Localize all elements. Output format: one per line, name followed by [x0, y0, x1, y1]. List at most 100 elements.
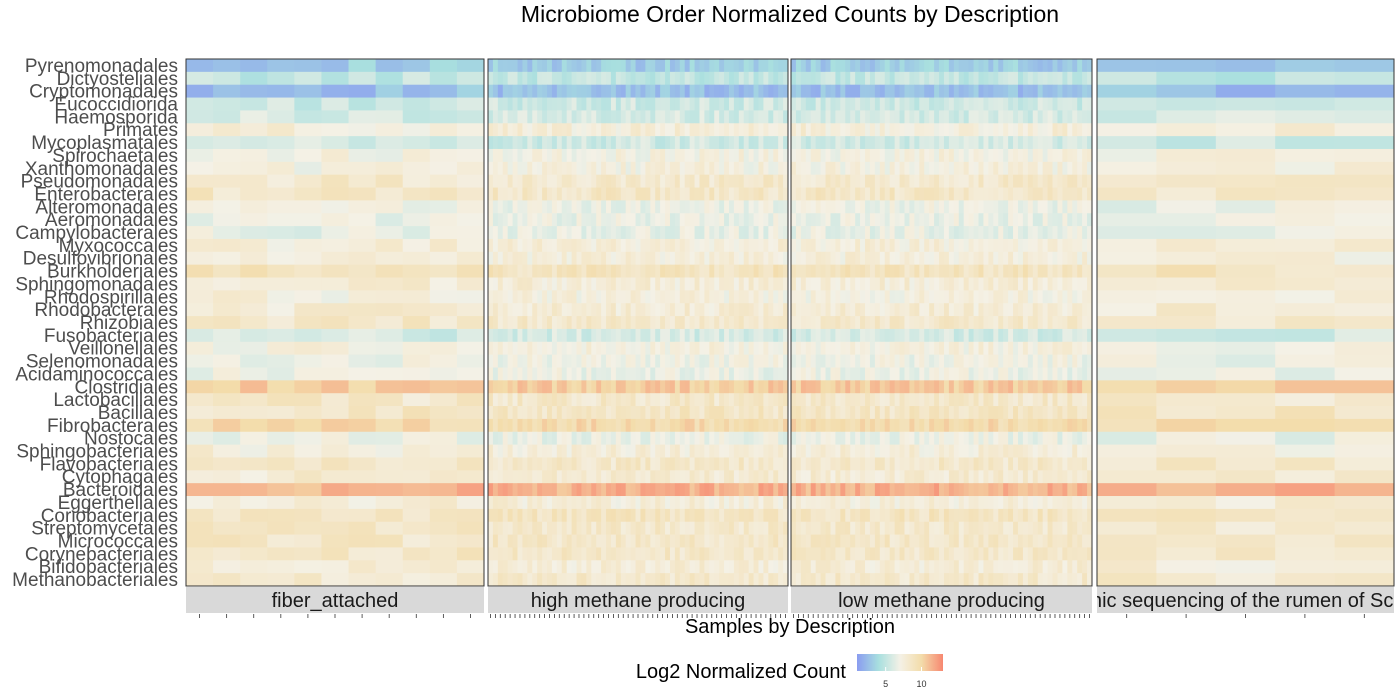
heatmap-cell [874, 277, 881, 291]
heatmap-cell [551, 470, 558, 484]
heatmap-cell [978, 84, 984, 98]
heatmap-cell [728, 161, 735, 176]
heatmap-cell [561, 148, 568, 163]
heatmap-cell [669, 534, 676, 548]
heatmap-cell [694, 418, 700, 433]
heatmap-cell [267, 521, 295, 535]
heatmap-cell [825, 200, 831, 214]
heatmap-cell [825, 328, 831, 343]
heatmap-cell [699, 316, 705, 330]
heatmap-cell [943, 444, 950, 458]
heatmap-cell [1032, 97, 1039, 111]
heatmap-cell [601, 316, 607, 330]
heatmap-cell [267, 303, 295, 317]
heatmap-cell [850, 59, 856, 73]
heatmap-cell [791, 393, 797, 407]
heatmap-cell [865, 251, 871, 266]
heatmap-cell [1067, 174, 1073, 188]
heatmap-cell [953, 418, 960, 433]
heatmap-cell [1077, 393, 1083, 407]
heatmap-cell [753, 496, 759, 510]
heatmap-cell [1052, 354, 1058, 368]
heatmap-cell [576, 213, 582, 227]
heatmap-cell [733, 444, 740, 458]
heatmap-cell [909, 213, 915, 227]
heatmap-cell [758, 161, 764, 176]
heatmap-cell [601, 136, 607, 150]
heatmap-cell [1047, 136, 1053, 150]
heatmap-cell [733, 328, 740, 343]
heatmap-cell [993, 264, 999, 278]
heatmap-cell [815, 161, 821, 176]
heatmap-cell [914, 470, 920, 484]
heatmap-cell [674, 393, 681, 407]
heatmap-cell [571, 328, 577, 343]
heatmap-cell [874, 136, 881, 150]
heatmap-cell [988, 457, 994, 471]
heatmap-cell [919, 303, 925, 317]
heatmap-cell [835, 123, 841, 137]
heatmap-cell [502, 303, 509, 317]
heatmap-cell [830, 226, 836, 240]
heatmap-cell [694, 226, 700, 240]
heatmap-cell [606, 174, 612, 188]
heatmap-cell [586, 71, 592, 86]
heatmap-cell [1013, 470, 1019, 484]
heatmap-cell [963, 418, 970, 433]
heatmap-cell [502, 97, 509, 111]
heatmap-cell [743, 457, 750, 471]
heatmap-cell [919, 328, 925, 343]
heatmap-cell [635, 316, 641, 330]
heatmap-cell [919, 431, 925, 446]
heatmap-cell [1047, 290, 1053, 304]
heatmap-cell [791, 290, 797, 304]
heatmap-cell [497, 534, 504, 548]
heatmap-cell [879, 200, 886, 214]
heatmap-cell [640, 560, 646, 574]
heatmap-cell [988, 290, 994, 304]
heatmap-cell [1082, 367, 1088, 381]
heatmap-cell [576, 84, 582, 98]
heatmap-cell [763, 59, 769, 73]
heatmap-cell [728, 406, 735, 420]
heatmap-cell [934, 148, 940, 163]
heatmap-cell [429, 148, 458, 163]
heatmap-cell [1052, 59, 1058, 73]
heatmap-cell [213, 71, 241, 86]
heatmap-cell [973, 136, 979, 150]
row-label: Corynebacteriales [25, 544, 178, 565]
heatmap-cell [615, 136, 622, 150]
heatmap-cell [576, 367, 582, 381]
heatmap-cell [773, 59, 779, 73]
heatmap-cell [650, 213, 656, 227]
heatmap-cell [650, 341, 656, 356]
heatmap-cell [758, 200, 764, 214]
heatmap-cell [694, 534, 700, 548]
heatmap-cell [1087, 148, 1093, 163]
heatmap-cell [924, 393, 930, 407]
heatmap-cell [684, 71, 691, 86]
heatmap-cell [929, 393, 935, 407]
heatmap-cell [488, 470, 494, 484]
heatmap-cell [240, 367, 268, 381]
heatmap-cell [948, 161, 955, 176]
heatmap-cell [865, 328, 871, 343]
heatmap-cell [606, 393, 612, 407]
heatmap-cell [625, 341, 632, 356]
heatmap-cell [630, 431, 636, 446]
heatmap-cell [1017, 367, 1024, 381]
heatmap-cell [507, 238, 513, 253]
heatmap-cell [488, 444, 494, 458]
heatmap-cell [993, 84, 999, 98]
heatmap-cell [738, 328, 745, 343]
heatmap-cell [909, 367, 915, 381]
heatmap-cell [294, 380, 322, 394]
heatmap-cell [820, 59, 826, 73]
heatmap-cell [800, 226, 807, 240]
heatmap-cell [674, 406, 681, 420]
heatmap-cell [904, 251, 910, 266]
heatmap-cell [855, 470, 861, 484]
heatmap-cell [1008, 470, 1014, 484]
heatmap-cell [606, 470, 612, 484]
heatmap-cell [402, 534, 431, 548]
